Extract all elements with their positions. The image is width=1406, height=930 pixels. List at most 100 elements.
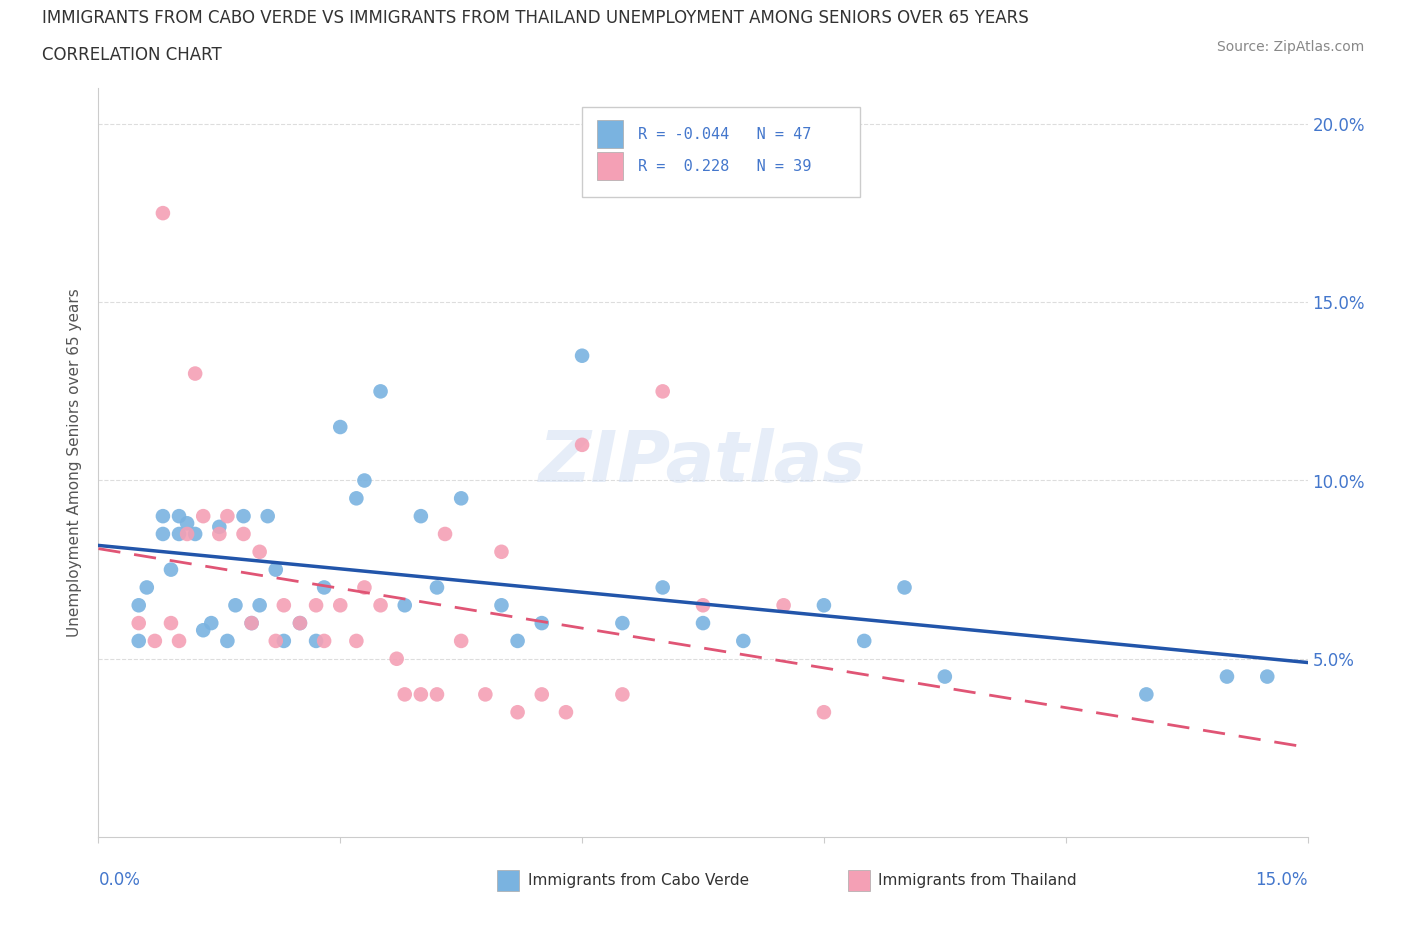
Point: [772, 598, 794, 613]
Point: [530, 687, 553, 702]
Point: [491, 598, 513, 613]
Point: [167, 509, 190, 524]
Point: [232, 526, 254, 541]
Text: R =  0.228   N = 39: R = 0.228 N = 39: [638, 159, 811, 174]
Point: [273, 633, 295, 648]
Point: [217, 509, 239, 524]
Text: 15.0%: 15.0%: [1256, 870, 1308, 889]
Point: [184, 366, 207, 381]
Text: 0.0%: 0.0%: [98, 870, 141, 889]
Text: ZIPatlas: ZIPatlas: [540, 428, 866, 498]
Point: [273, 598, 295, 613]
Point: [193, 623, 215, 638]
Point: [344, 633, 367, 648]
Point: [692, 616, 714, 631]
Point: [426, 580, 449, 595]
Point: [152, 206, 174, 220]
Point: [506, 633, 529, 648]
Point: [184, 526, 207, 541]
Point: [571, 349, 593, 364]
Y-axis label: Unemployment Among Seniors over 65 years: Unemployment Among Seniors over 65 years: [67, 288, 83, 637]
Point: [167, 526, 190, 541]
Point: [160, 562, 183, 577]
Point: [450, 491, 472, 506]
Point: [143, 633, 166, 648]
Point: [434, 526, 457, 541]
Point: [305, 598, 328, 613]
Point: [217, 633, 239, 648]
Text: R = -0.044   N = 47: R = -0.044 N = 47: [638, 126, 811, 141]
Point: [651, 384, 673, 399]
Point: [353, 580, 375, 595]
Point: [232, 509, 254, 524]
Point: [813, 598, 835, 613]
Text: Immigrants from Thailand: Immigrants from Thailand: [879, 873, 1077, 888]
Point: [193, 509, 215, 524]
Point: [1256, 670, 1278, 684]
Point: [314, 633, 336, 648]
Point: [555, 705, 578, 720]
Point: [167, 633, 190, 648]
Point: [571, 437, 593, 452]
Point: [370, 598, 392, 613]
Point: [612, 616, 634, 631]
Point: [160, 616, 183, 631]
Point: [1135, 687, 1157, 702]
Point: [329, 419, 352, 434]
Point: [344, 491, 367, 506]
Bar: [498, 870, 519, 891]
Point: [240, 616, 263, 631]
Text: Source: ZipAtlas.com: Source: ZipAtlas.com: [1216, 40, 1364, 54]
Point: [353, 473, 375, 488]
Bar: [596, 152, 623, 180]
Point: [651, 580, 673, 595]
Point: [200, 616, 222, 631]
Text: CORRELATION CHART: CORRELATION CHART: [42, 46, 222, 64]
Point: [135, 580, 157, 595]
Point: [385, 651, 408, 666]
Point: [128, 598, 150, 613]
Point: [128, 616, 150, 631]
Point: [264, 633, 287, 648]
Point: [394, 687, 416, 702]
Point: [530, 616, 553, 631]
Point: [934, 670, 956, 684]
Point: [240, 616, 263, 631]
Point: [249, 598, 271, 613]
Point: [208, 519, 231, 534]
Point: [264, 562, 287, 577]
Point: [893, 580, 915, 595]
Point: [256, 509, 278, 524]
Point: [152, 526, 174, 541]
Point: [474, 687, 496, 702]
Point: [249, 544, 271, 559]
Point: [152, 509, 174, 524]
Text: IMMIGRANTS FROM CABO VERDE VS IMMIGRANTS FROM THAILAND UNEMPLOYMENT AMONG SENIOR: IMMIGRANTS FROM CABO VERDE VS IMMIGRANTS…: [42, 9, 1029, 27]
Point: [288, 616, 311, 631]
Bar: [582, 107, 860, 197]
Point: [370, 384, 392, 399]
Point: [176, 526, 198, 541]
Point: [450, 633, 472, 648]
Point: [612, 687, 634, 702]
Text: Immigrants from Cabo Verde: Immigrants from Cabo Verde: [527, 873, 749, 888]
Point: [506, 705, 529, 720]
Point: [176, 516, 198, 531]
Bar: [848, 870, 870, 891]
Point: [409, 509, 432, 524]
Point: [329, 598, 352, 613]
Point: [491, 544, 513, 559]
Point: [208, 526, 231, 541]
Bar: [596, 120, 623, 148]
Point: [288, 616, 311, 631]
Point: [305, 633, 328, 648]
Point: [128, 633, 150, 648]
Point: [813, 705, 835, 720]
Point: [733, 633, 755, 648]
Point: [853, 633, 876, 648]
Point: [224, 598, 246, 613]
Point: [409, 687, 432, 702]
Point: [1216, 670, 1239, 684]
Point: [426, 687, 449, 702]
Point: [394, 598, 416, 613]
